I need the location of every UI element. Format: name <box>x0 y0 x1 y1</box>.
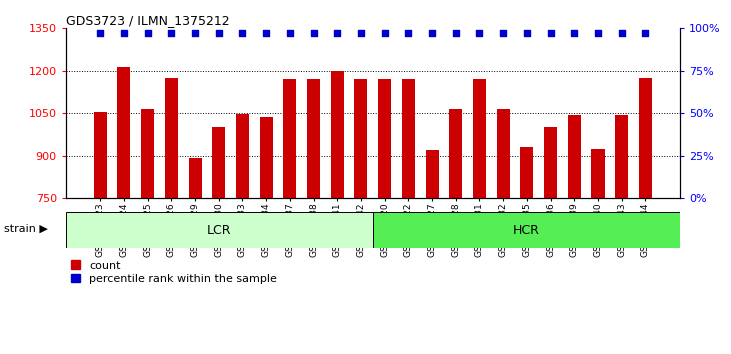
Point <box>426 30 438 36</box>
Point <box>379 30 390 36</box>
Bar <box>164 78 178 198</box>
Point <box>142 30 154 36</box>
Bar <box>141 109 154 198</box>
Point <box>165 30 177 36</box>
Point <box>284 30 296 36</box>
Bar <box>66 212 373 248</box>
Text: GDS3723 / ILMN_1375212: GDS3723 / ILMN_1375212 <box>66 14 230 27</box>
Bar <box>94 112 107 198</box>
Bar <box>520 147 534 198</box>
Bar <box>450 109 462 198</box>
Bar <box>373 212 680 248</box>
Bar <box>425 149 439 198</box>
Bar <box>307 79 320 198</box>
Point <box>213 30 224 36</box>
Point <box>260 30 272 36</box>
Bar <box>355 79 368 198</box>
Point <box>403 30 414 36</box>
Point <box>616 30 627 36</box>
Bar <box>591 149 605 198</box>
Bar <box>639 78 652 198</box>
Bar <box>378 79 391 198</box>
Point <box>308 30 319 36</box>
Bar <box>260 117 273 198</box>
Point <box>521 30 533 36</box>
Point <box>189 30 201 36</box>
Bar <box>212 127 225 198</box>
Bar <box>616 115 628 198</box>
Text: HCR: HCR <box>513 224 539 236</box>
Bar <box>568 115 581 198</box>
Bar <box>473 79 486 198</box>
Bar <box>402 79 415 198</box>
Legend: count, percentile rank within the sample: count, percentile rank within the sample <box>72 261 277 284</box>
Bar <box>496 109 510 198</box>
Bar <box>236 114 249 198</box>
Point <box>118 30 130 36</box>
Bar <box>284 79 296 198</box>
Point <box>497 30 509 36</box>
Bar <box>544 127 557 198</box>
Bar <box>330 71 344 198</box>
Point <box>450 30 461 36</box>
Text: strain ▶: strain ▶ <box>4 223 48 233</box>
Point <box>237 30 249 36</box>
Point <box>545 30 556 36</box>
Point <box>640 30 651 36</box>
Point <box>569 30 580 36</box>
Bar <box>118 67 130 198</box>
Text: LCR: LCR <box>207 224 232 236</box>
Bar <box>189 158 202 198</box>
Point <box>592 30 604 36</box>
Point <box>94 30 106 36</box>
Point <box>331 30 343 36</box>
Point <box>474 30 485 36</box>
Point <box>355 30 367 36</box>
